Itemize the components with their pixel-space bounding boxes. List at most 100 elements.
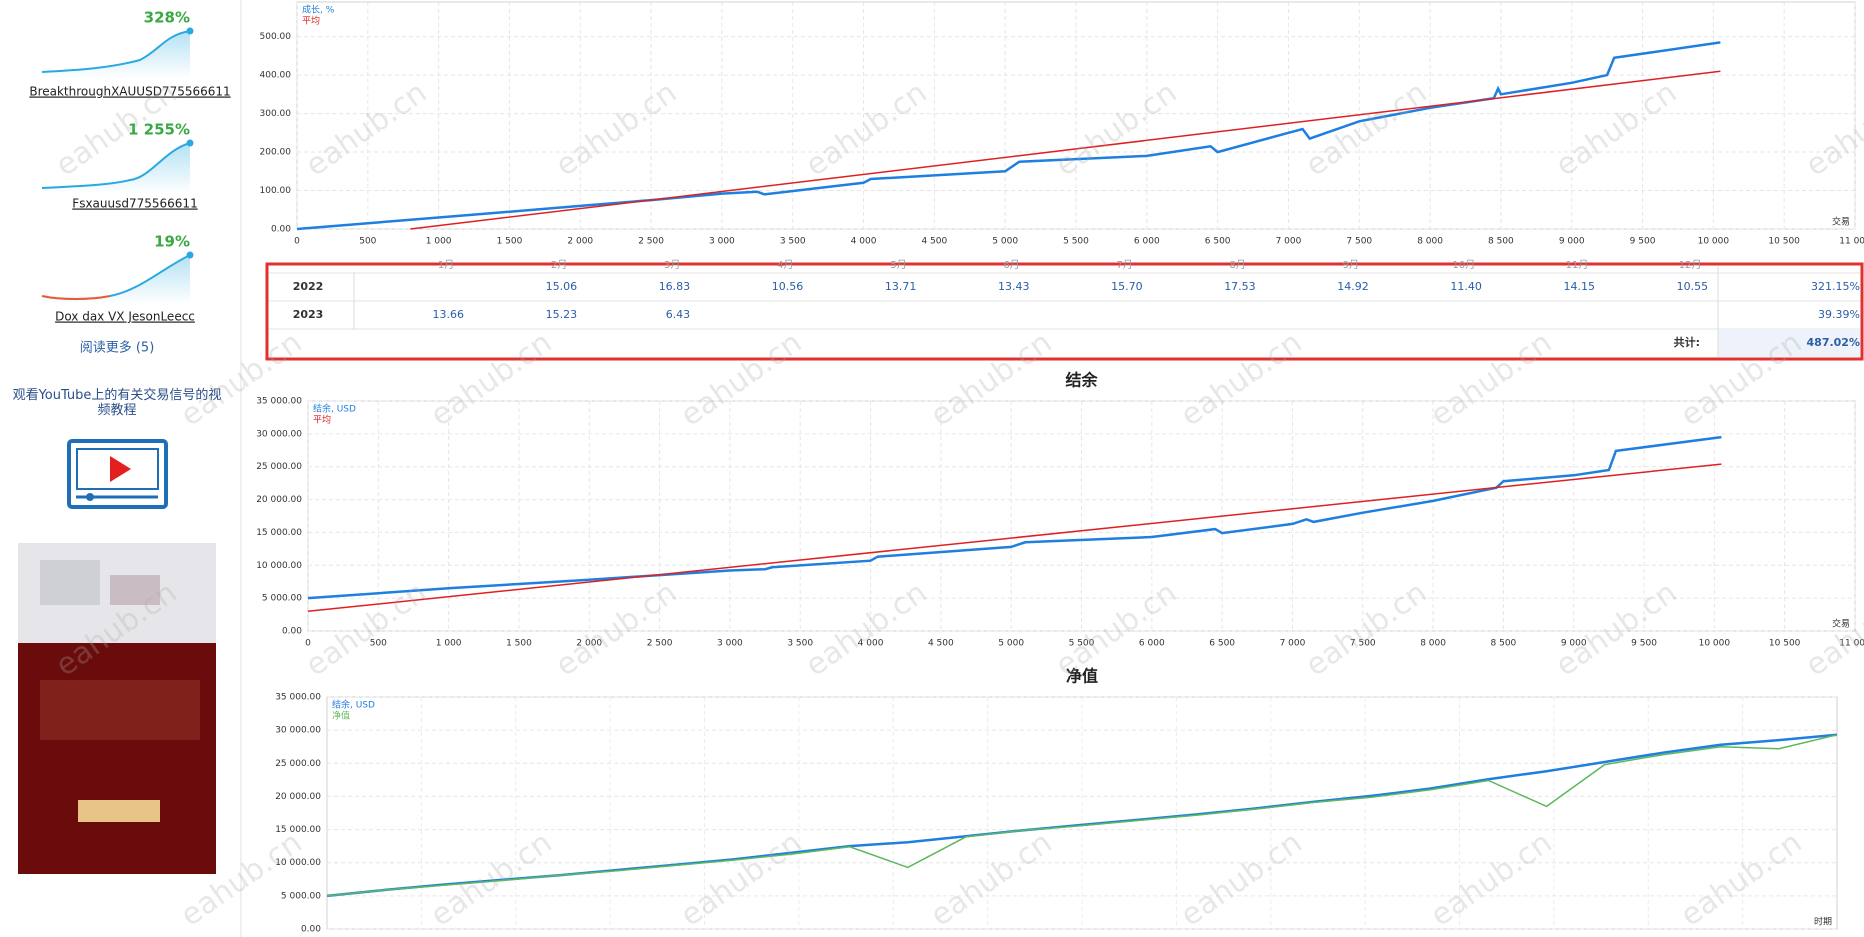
signal-name[interactable]: Dox dax VX JesonLeecc [55,310,195,324]
total-label: 共计: [1674,335,1700,349]
month-value: 17.53 [1224,280,1256,293]
x-tick-label: 500 [370,639,387,649]
y-tick-label: 25 000.00 [275,759,321,769]
y-tick-label: 15 000.00 [256,528,302,538]
month-value: 6.43 [666,308,691,321]
sparkline-dot [186,139,194,147]
sparkline [41,142,191,189]
x-tick-label: 0 [305,639,311,649]
signal-name[interactable]: BreakthroughXAUUSD775566611 [29,85,230,99]
month-value: 10.56 [772,280,804,293]
y-tick-label: 500.00 [260,32,292,42]
x-tick-label: 9 000 [1559,237,1585,247]
x-tick-label: 10 500 [1769,639,1801,649]
month-value: 11.40 [1450,280,1482,293]
video-icon[interactable] [67,439,168,509]
month-value: 13.43 [998,280,1030,293]
month-value: 15.23 [546,308,578,321]
series-line [296,41,1721,231]
x-tick-label: 1 000 [436,639,462,649]
x-tick-label: 7 000 [1280,639,1306,649]
total-cell [1718,330,1860,357]
y-tick-label: 5 000.00 [281,891,321,901]
grand-total: 487.02% [1807,336,1860,349]
month-header: 10月 [1453,259,1476,271]
x-tick-label: 9 000 [1561,639,1587,649]
x-tick-label: 2 500 [647,639,673,649]
x-tick-label: 2 500 [638,237,664,247]
x-tick-label: 1 500 [506,639,532,649]
month-header: 11月 [1566,259,1589,271]
series-line [307,435,1722,600]
sparkline-loss [41,295,111,300]
read-more-link[interactable]: 阅读更多 (5) [80,340,155,356]
month-header: 1月 [438,259,454,271]
x-tick-label: 10 000 [1698,237,1730,247]
x-tick-label: 5 500 [1069,639,1095,649]
y-tick-label: 10 000.00 [256,561,302,571]
series-line [307,463,1722,613]
y-tick-label: 5 000.00 [262,594,302,604]
y-tick-label: 30 000.00 [256,429,302,439]
signal-name[interactable]: Fsxauusd775566611 [72,197,197,211]
x-tick-label: 8 500 [1491,639,1517,649]
y-tick-label: 200.00 [260,148,292,158]
month-value: 13.71 [885,280,917,293]
x-tick-label: 1 500 [497,237,523,247]
sparkline [109,254,191,297]
x-tick-label: 4 500 [928,639,954,649]
x-tick-label: 2 000 [567,237,593,247]
month-value: 13.66 [433,308,465,321]
chart-title: 净值 [1066,667,1098,686]
sparkline-area [42,31,190,78]
x-tick-label: 11 000 [1839,639,1864,649]
x-tick-label: 6 000 [1134,237,1160,247]
blurred-image [18,543,216,874]
y-tick-label: 25 000.00 [256,462,302,472]
x-tick-label: 0 [294,237,300,247]
x-tick-label: 9 500 [1630,237,1656,247]
x-tick-label: 5 500 [1063,237,1089,247]
x-tick-label: 7 500 [1346,237,1372,247]
x-axis-label: 交易 [1832,216,1850,228]
x-tick-label: 3 000 [709,237,735,247]
row-total: 321.15% [1811,280,1860,293]
x-tick-label: 5 000 [992,237,1018,247]
month-header: 6月 [1003,259,1019,271]
signal-growth: 1 255% [128,121,190,139]
row-year: 2023 [293,308,324,321]
y-tick-label: 35 000.00 [275,693,321,703]
y-tick-label: 35 000.00 [256,397,302,407]
y-tick-label: 20 000.00 [275,792,321,802]
x-tick-label: 5 000 [998,639,1024,649]
y-tick-label: 300.00 [260,109,292,119]
x-tick-label: 3 000 [717,639,743,649]
x-tick-label: 11 000 [1839,237,1864,247]
month-header: 2月 [551,259,567,271]
month-value: 15.06 [546,280,578,293]
signal-growth: 328% [144,9,190,27]
series-line [410,70,1721,230]
sparkline [41,30,191,73]
x-tick-label: 500 [359,237,376,247]
y-tick-label: 100.00 [260,186,292,196]
month-header: 9月 [1343,259,1359,271]
signal-growth: 19% [154,233,190,251]
video-tutorial-text[interactable]: 观看YouTube上的有关交易信号的视频教程 [12,388,222,418]
x-tick-label: 6 000 [1139,639,1165,649]
y-tick-label: 30 000.00 [275,726,321,736]
x-tick-label: 4 000 [851,237,877,247]
legend-entry: 平均 [313,414,331,426]
x-tick-label: 6 500 [1209,639,1235,649]
table-highlight [265,262,1864,361]
y-tick-label: 0.00 [301,925,321,935]
month-header: 7月 [1116,259,1132,271]
x-tick-label: 8 000 [1417,237,1443,247]
x-tick-label: 8 500 [1488,237,1514,247]
legend-entry: 净值 [332,710,350,722]
x-tick-label: 7 500 [1350,639,1376,649]
chart-title: 结余 [1064,371,1098,390]
y-tick-label: 20 000.00 [256,495,302,505]
x-tick-label: 7 000 [1276,237,1302,247]
